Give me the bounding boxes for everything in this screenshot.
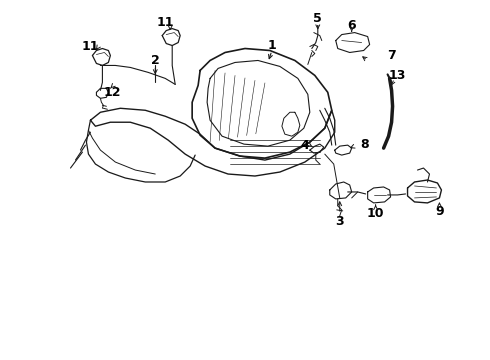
Text: 11: 11 [82, 40, 99, 53]
Text: 6: 6 [347, 19, 356, 32]
Text: 13: 13 [389, 69, 406, 82]
Text: 11: 11 [156, 16, 174, 29]
Text: 1: 1 [268, 39, 276, 52]
Text: 7: 7 [387, 49, 396, 62]
Text: 9: 9 [435, 205, 444, 219]
Text: 10: 10 [367, 207, 384, 220]
Text: 12: 12 [103, 86, 121, 99]
Text: 2: 2 [151, 54, 160, 67]
Text: 8: 8 [360, 138, 369, 150]
Text: 5: 5 [314, 12, 322, 25]
Text: 3: 3 [336, 215, 344, 228]
Text: 4: 4 [300, 139, 309, 152]
